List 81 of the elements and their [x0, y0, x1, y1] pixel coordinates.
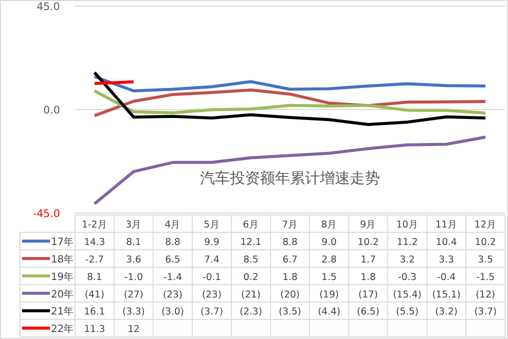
legend-label: 21年 — [51, 306, 74, 318]
line-series — [93, 70, 487, 126]
data-label: (4.4) — [318, 306, 340, 318]
legend-label: 19年 — [51, 270, 74, 283]
data-label: 3.2 — [400, 254, 415, 266]
y-tick-label: 0.0 — [43, 104, 60, 116]
data-label: 8.1 — [86, 272, 102, 283]
data-label: 12 — [128, 324, 140, 336]
data-label: 10.2 — [474, 237, 496, 248]
data-label: 16.1 — [84, 306, 106, 318]
data-label: (3.2) — [435, 306, 458, 318]
x-tick-label: 1-2月 — [82, 220, 108, 231]
data-label: (2.3) — [240, 306, 262, 318]
line-series — [93, 136, 487, 206]
legend-label: 22年 — [51, 323, 74, 336]
data-label: 9.0 — [322, 237, 337, 248]
data-label: 11.3 — [84, 324, 106, 336]
data-label: -2.7 — [85, 254, 104, 266]
x-tick-label: 9月 — [360, 220, 376, 231]
data-label: (23) — [162, 289, 182, 300]
data-label: 8.5 — [243, 254, 258, 266]
data-label: (12) — [476, 289, 496, 300]
data-label: 8.8 — [282, 237, 298, 248]
data-label: (41) — [84, 289, 104, 300]
legend-label: 17年 — [51, 236, 74, 248]
data-label: 0.2 — [243, 272, 258, 283]
data-label: (19) — [319, 289, 339, 300]
data-label: -1.5 — [476, 272, 495, 283]
data-label: (6.5) — [356, 306, 380, 318]
x-tick-label: 3月 — [126, 220, 142, 231]
data-label: (3.7) — [200, 306, 224, 318]
data-label: 1.8 — [282, 272, 298, 283]
data-label: (3.3) — [122, 306, 145, 318]
data-label: -1.4 — [163, 272, 182, 283]
data-label: (17) — [358, 289, 378, 300]
data-label: 6.7 — [282, 254, 298, 266]
data-label: 7.4 — [204, 254, 220, 266]
data-label: 3.6 — [126, 254, 142, 266]
data-label: 10.2 — [358, 237, 379, 248]
legend-label: 18年 — [51, 254, 74, 266]
data-label: (27) — [124, 289, 144, 300]
x-tick-label: 8月 — [321, 220, 338, 231]
data-label: 2.8 — [322, 254, 337, 266]
data-label: -0.3 — [398, 272, 417, 283]
data-label: -0.4 — [437, 272, 456, 283]
data-label: 1.7 — [360, 254, 376, 266]
data-label: (3.0) — [161, 306, 184, 318]
data-label: 8.8 — [165, 237, 180, 248]
x-tick-label: 12月 — [474, 220, 496, 231]
data-label: (5.5) — [396, 306, 419, 318]
data-label: -0.1 — [202, 272, 222, 283]
data-label: (20) — [280, 289, 300, 300]
data-label: 12.1 — [240, 237, 262, 248]
data-label: (21) — [241, 289, 261, 300]
data-label: 3.3 — [438, 254, 454, 266]
legend-label: 20年 — [51, 288, 74, 300]
data-label: 8.1 — [126, 237, 142, 248]
x-tick-label: 10月 — [396, 220, 418, 231]
y-tick-label: -45.0 — [32, 208, 60, 220]
data-label: 10.4 — [436, 237, 457, 248]
x-tick-label: 5月 — [204, 220, 220, 231]
line-series — [93, 75, 487, 92]
data-label: 14.3 — [84, 237, 106, 248]
data-label: 6.5 — [165, 254, 180, 266]
x-tick-label: 11月 — [435, 220, 458, 231]
data-label: (15.4) — [392, 289, 422, 300]
data-label: (23) — [202, 289, 222, 300]
data-label: (15.1) — [432, 289, 461, 300]
y-tick-label: 45.0 — [36, 1, 60, 13]
data-label: (3.7) — [474, 306, 497, 318]
data-label: -1.0 — [124, 272, 143, 283]
data-label: 1.5 — [322, 272, 337, 283]
data-label: 1.8 — [360, 272, 376, 283]
data-label: 11.2 — [396, 237, 418, 248]
data-label: 9.9 — [204, 237, 220, 248]
text: 汽车投资额年累计增速走势 — [200, 169, 380, 188]
x-tick-label: 7月 — [282, 220, 298, 231]
x-tick-label: 4月 — [164, 220, 181, 231]
x-tick-label: 6月 — [242, 220, 259, 231]
data-label: (3.5) — [278, 306, 302, 318]
data-label: 3.5 — [478, 254, 494, 266]
